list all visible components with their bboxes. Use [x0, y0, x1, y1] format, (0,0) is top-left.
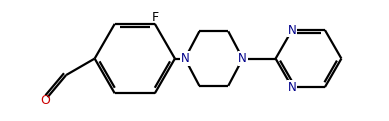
Text: F: F	[151, 11, 158, 24]
Text: N: N	[288, 81, 296, 94]
Text: N: N	[180, 52, 189, 65]
Text: O: O	[40, 94, 51, 107]
Text: N: N	[238, 52, 247, 65]
Text: N: N	[288, 24, 296, 37]
